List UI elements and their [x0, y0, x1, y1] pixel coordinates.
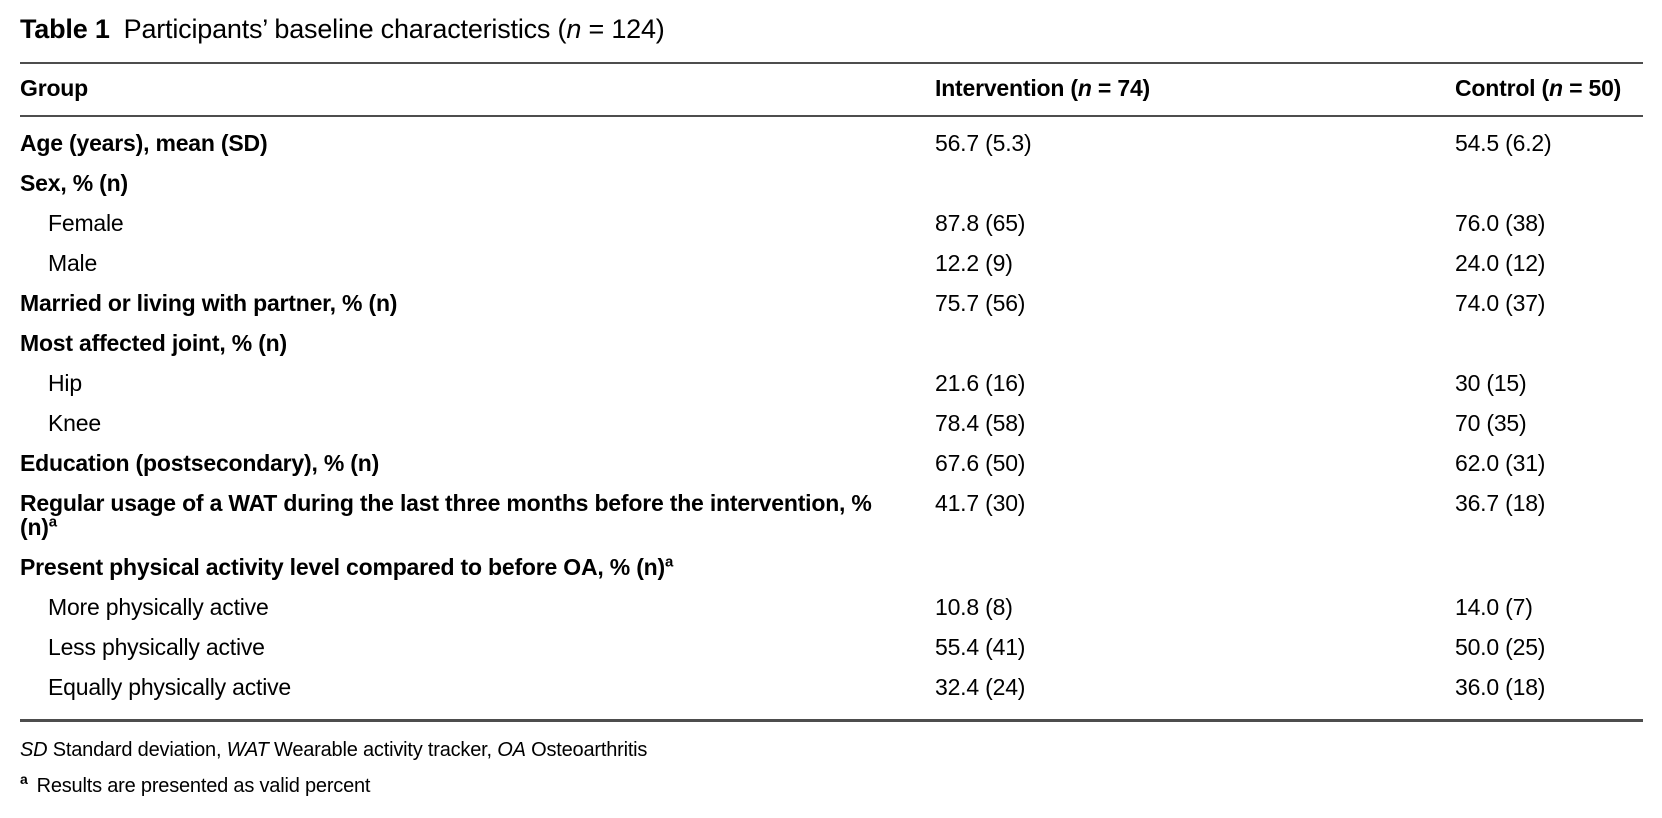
n-symbol: n: [1077, 75, 1092, 101]
row-label: Less physically active: [48, 634, 265, 660]
footnote-marker: a: [664, 553, 674, 571]
row-label: Married or living with partner, % (n): [20, 290, 398, 316]
intervention-value: 10.8 (8): [935, 594, 1013, 620]
table-caption-text: Participants’ baseline characteristics (…: [123, 14, 665, 44]
control-value: [1455, 547, 1643, 587]
table-row: Age (years), mean (SD) 56.7 (5.3) 54.5 (6.…: [20, 116, 1643, 163]
column-header-group: Group: [20, 63, 935, 117]
row-label: Hip: [48, 370, 82, 396]
row-label: Female: [48, 210, 124, 236]
intervention-value: 75.7 (56): [935, 290, 1026, 316]
control-value: 76.0 (38): [1455, 210, 1546, 236]
control-value: 50.0 (25): [1455, 634, 1546, 660]
table-row: Equally physically active 32.4 (24) 36.0 (…: [20, 667, 1643, 721]
baseline-characteristics-table: Group Intervention (n = 74) Control (n =…: [20, 62, 1643, 722]
control-value: 30 (15): [1455, 370, 1527, 396]
control-value: 24.0 (12): [1455, 250, 1546, 276]
control-value: 70 (35): [1455, 410, 1527, 436]
intervention-value: 67.6 (50): [935, 450, 1026, 476]
table-row: Regular usage of a WAT during the last t…: [20, 483, 1643, 547]
table-row: Knee 78.4 (58) 70 (35): [20, 403, 1643, 443]
intervention-value: 32.4 (24): [935, 674, 1026, 700]
table-row: Less physically active 55.4 (41) 50.0 (25): [20, 627, 1643, 667]
footnote-marker: a: [48, 513, 57, 531]
table-row: More physically active 10.8 (8) 14.0 (7): [20, 587, 1643, 627]
control-value: [1455, 163, 1643, 203]
intervention-value: 41.7 (30): [935, 490, 1026, 516]
control-value: 14.0 (7): [1455, 594, 1533, 620]
row-label: Present physical activity level compared…: [20, 553, 674, 580]
row-label: Most affected joint, % (n): [20, 330, 287, 356]
row-label: More physically active: [48, 594, 269, 620]
row-label: Knee: [48, 410, 101, 436]
table-row: Married or living with partner, % (n) 75.…: [20, 283, 1643, 323]
table-caption-label: Table 1: [20, 14, 110, 44]
table-footnotes: SD Standard deviation, WAT Wearable acti…: [20, 738, 1643, 798]
table-row: Hip 21.6 (16) 30 (15): [20, 363, 1643, 403]
table-row: Present physical activity level compared…: [20, 547, 1643, 587]
intervention-value: 12.2 (9): [935, 250, 1013, 276]
row-label: Regular usage of a WAT during the last t…: [20, 490, 872, 540]
control-value: 62.0 (31): [1455, 450, 1546, 476]
row-label: Education (postsecondary), % (n): [20, 450, 380, 476]
control-value: [1455, 323, 1643, 363]
control-value: 74.0 (37): [1455, 290, 1546, 316]
row-label: Age (years), mean (SD): [20, 130, 268, 156]
table-row: Education (postsecondary), % (n) 67.6 (50…: [20, 443, 1643, 483]
lettered-footnote: a Results are presented as valid percent: [20, 771, 371, 797]
table-row: Male 12.2 (9) 24.0 (12): [20, 243, 1643, 283]
intervention-value: 87.8 (65): [935, 210, 1026, 236]
column-header-intervention: Intervention (n = 74): [935, 63, 1455, 117]
column-header-control: Control (n = 50): [1455, 63, 1643, 117]
abbreviation-term: WAT: [226, 739, 269, 761]
intervention-value: 78.4 (58): [935, 410, 1026, 436]
intervention-value: 56.7 (5.3): [935, 130, 1032, 156]
control-value: 36.0 (18): [1455, 674, 1546, 700]
notes-footnote-list: a Results are presented as valid percent: [20, 771, 1643, 798]
footnote-marker: a: [20, 771, 28, 788]
row-label: Equally physically active: [48, 674, 292, 700]
intervention-value: [935, 163, 1455, 203]
abbreviation-term: SD: [20, 739, 48, 761]
n-symbol: n: [566, 14, 582, 44]
row-label: Sex, % (n): [20, 170, 128, 196]
table-body: Age (years), mean (SD) 56.7 (5.3) 54.5 (6.…: [20, 116, 1643, 721]
n-symbol: n: [1549, 75, 1563, 101]
intervention-value: [935, 323, 1455, 363]
row-label: Male: [48, 250, 98, 276]
table-caption: Table 1 Participants’ baseline characteri…: [20, 14, 1643, 44]
control-value: 54.5 (6.2): [1455, 130, 1552, 156]
control-value: 36.7 (18): [1455, 490, 1546, 516]
intervention-value: [935, 547, 1455, 587]
table-row: Most affected joint, % (n): [20, 323, 1643, 363]
intervention-value: 55.4 (41): [935, 634, 1026, 660]
table-row: Female 87.8 (65) 76.0 (38): [20, 203, 1643, 243]
abbreviations-footnote: SD Standard deviation, WAT Wearable acti…: [20, 739, 648, 761]
table-row: Sex, % (n): [20, 163, 1643, 203]
header-row: Group Intervention (n = 74) Control (n =…: [20, 63, 1643, 117]
abbreviation-term: OA: [497, 739, 526, 761]
intervention-value: 21.6 (16): [935, 370, 1026, 396]
